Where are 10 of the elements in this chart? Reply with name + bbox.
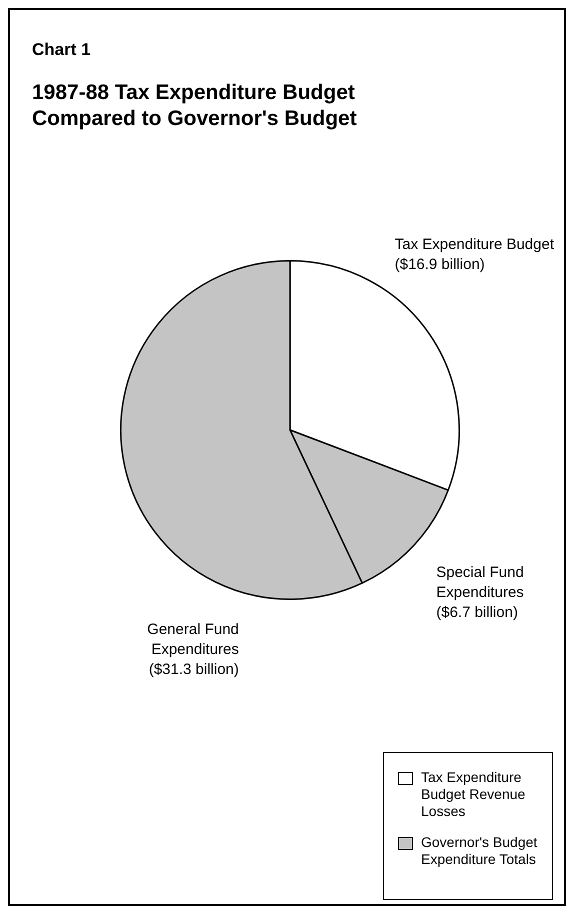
data-label: ($16.9 billion) bbox=[394, 256, 485, 274]
caption: Chart 1 bbox=[32, 40, 91, 60]
chart-title: 1987-88 Tax Expenditure Budget Compared to Governor's Budget bbox=[32, 80, 358, 132]
slice-label: Special Fund Expenditures bbox=[436, 564, 524, 601]
slice-label: General Fund Expenditures bbox=[147, 621, 239, 658]
slice-label: Tax Expenditure Budget bbox=[394, 236, 555, 254]
text: Tax Expenditure Budget Revenue Losses bbox=[421, 769, 526, 820]
data-label: ($31.3 billion) bbox=[148, 661, 239, 678]
text: Governor's Budget Expenditure Totals bbox=[421, 834, 538, 868]
data-label: ($6.7 billion) bbox=[436, 604, 518, 621]
